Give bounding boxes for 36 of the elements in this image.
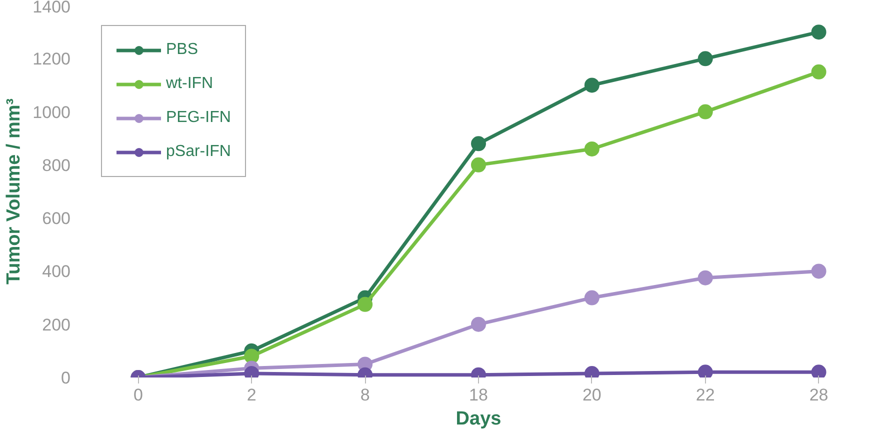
point — [358, 296, 373, 312]
point — [584, 78, 600, 93]
x-tick-label: 8 — [360, 386, 370, 404]
x-tick-label: 22 — [696, 386, 715, 404]
point — [471, 316, 486, 332]
y-tick-label: 600 — [42, 209, 71, 228]
x-tick-label: 20 — [582, 386, 602, 404]
point — [811, 24, 826, 40]
point — [584, 142, 600, 156]
y-tick-label: 400 — [42, 262, 71, 282]
y-tick-label: 1000 — [32, 102, 71, 122]
x-tick-label: 18 — [469, 386, 488, 404]
point — [471, 136, 486, 152]
point — [584, 290, 600, 306]
point — [698, 270, 713, 286]
point — [698, 104, 713, 120]
y-tick-label: 1200 — [32, 50, 71, 69]
y-tick-label: 1400 — [32, 0, 71, 16]
point — [698, 51, 713, 66]
legend-label: PBS — [166, 41, 198, 59]
y-tick-label: 200 — [42, 315, 71, 334]
y-axis-title: Tumor Volume / mm³ — [4, 98, 25, 285]
point — [811, 264, 826, 279]
y-tick-label: 800 — [42, 156, 71, 175]
y-tick-label: 0 — [61, 368, 71, 388]
x-tick-label: 28 — [809, 386, 828, 404]
x-tick-label: 2 — [246, 386, 256, 404]
x-tick-label: 0 — [133, 386, 143, 404]
point — [811, 64, 826, 80]
point — [471, 157, 486, 172]
legend-label: PEG-IFN — [166, 109, 231, 127]
legend-label: wt-IFN — [166, 75, 214, 93]
point — [811, 364, 826, 378]
point — [698, 364, 713, 378]
legend-label: pSar-IFN — [166, 143, 231, 161]
x-axis-title: Days — [456, 408, 502, 430]
